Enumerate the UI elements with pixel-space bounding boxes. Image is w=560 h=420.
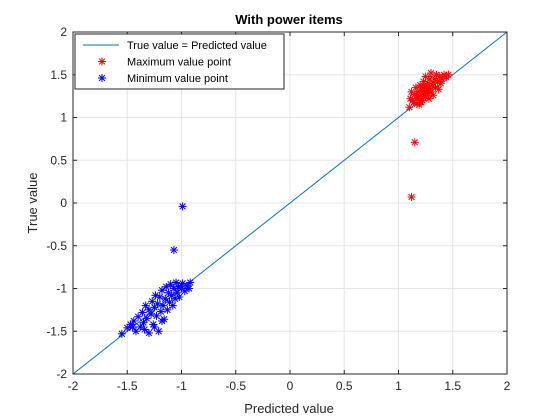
- y-tick-label: -0.5: [46, 239, 67, 253]
- max-value-point: [429, 79, 437, 87]
- y-tick-label: 0.5: [50, 153, 67, 167]
- max-value-point: [409, 96, 417, 104]
- min-value-point: [169, 302, 177, 310]
- legend-marker-swatch: [98, 58, 106, 66]
- y-tick-label: 1: [60, 111, 67, 125]
- min-value-point: [150, 323, 158, 331]
- chart-title: With power items: [235, 12, 343, 27]
- max-value-point: [405, 103, 413, 111]
- min-value-point: [179, 202, 187, 210]
- max-value-point: [411, 138, 419, 146]
- x-tick-label: -0.5: [225, 379, 246, 393]
- x-axis-label: Predicted value: [244, 401, 334, 416]
- y-tick-label: 2: [60, 25, 67, 39]
- y-tick-label: -1.5: [46, 324, 67, 338]
- legend-marker-swatch: [98, 74, 106, 82]
- min-value-point: [158, 317, 166, 325]
- min-value-point: [175, 293, 183, 301]
- min-value-point: [186, 279, 194, 287]
- min-value-point: [170, 246, 178, 254]
- min-value-point: [118, 330, 126, 338]
- x-tick-label: 0.5: [336, 379, 353, 393]
- y-tick-label: 1.5: [50, 68, 67, 82]
- y-tick-label: -1: [56, 282, 67, 296]
- max-value-point: [435, 85, 443, 93]
- min-value-point: [156, 293, 164, 301]
- max-value-point: [408, 193, 416, 201]
- x-tick-label: -1.5: [117, 379, 138, 393]
- y-axis-label: True value: [25, 173, 40, 234]
- min-value-point: [154, 300, 162, 308]
- legend-label: Minimum value point: [127, 73, 228, 85]
- min-value-point: [147, 310, 155, 318]
- min-value-point: [163, 306, 171, 314]
- x-tick-label: -2: [68, 379, 79, 393]
- min-value-point: [145, 329, 153, 337]
- min-value-point: [157, 308, 165, 316]
- max-value-point: [413, 100, 421, 108]
- x-tick-label: 1: [395, 379, 402, 393]
- legend: True value = Predicted value Maximum valu…: [75, 34, 284, 89]
- x-tick-label: 2: [504, 379, 511, 393]
- y-tick-label: -2: [56, 367, 67, 381]
- max-value-point: [418, 83, 426, 91]
- legend-label: Maximum value point: [127, 57, 231, 69]
- min-value-point: [129, 323, 137, 331]
- min-value-point: [185, 285, 193, 293]
- x-tick-label: 1.5: [444, 379, 461, 393]
- min-value-point: [141, 326, 149, 334]
- x-tick-label: 0: [287, 379, 294, 393]
- y-tick-label: 0: [60, 196, 67, 210]
- x-tick-label: -1: [176, 379, 187, 393]
- legend-label: True value = Predicted value: [127, 40, 267, 52]
- max-value-point: [444, 71, 452, 79]
